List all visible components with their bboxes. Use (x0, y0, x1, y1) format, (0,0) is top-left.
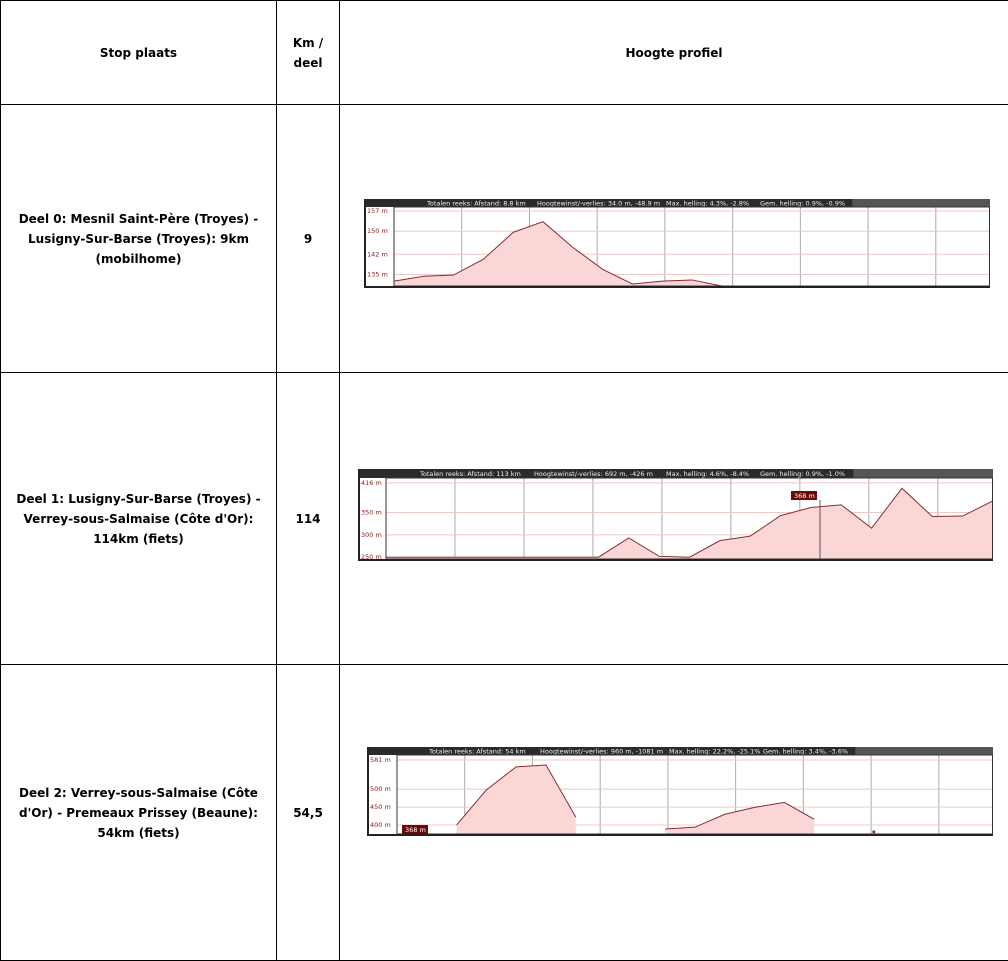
stats-text: Gem. helling: 0.9%, -0.9% (760, 200, 845, 208)
stats-text: Hoogtewinst/-verlies: 960 m, -1081 m (540, 748, 663, 756)
stats-bar (367, 747, 993, 755)
stats-text: Gem. helling: 3.4%, -3.6% (763, 748, 848, 756)
stop-cell: Deel 0: Mesnil Saint-Père (Troyes) - Lus… (0, 104, 277, 373)
stats-bar (358, 469, 993, 478)
y-tick-label: 300 m (361, 531, 382, 539)
y-tick-label: 581 m (370, 756, 391, 764)
stop-cell: Deel 1: Lusigny-Sur-Barse (Troyes) - Ver… (0, 372, 277, 665)
km-cell: 114 (276, 372, 340, 665)
elevation-profile: Totalen reeks: Afstand: 113 km Hoogtewins… (358, 469, 993, 561)
elevation-profile: Totalen reeks: Afstand: 54 km Hoogtewinst… (367, 747, 993, 836)
elevation-profile: Totalen reeks: Afstand: 8.8 km Hoogtewins… (364, 199, 990, 288)
y-tick-label: 500 m (370, 785, 391, 793)
y-tick-label: 150 m (367, 227, 388, 235)
stats-text: Hoogtewinst/-verlies: 692 m, -426 m (534, 470, 653, 478)
km-cell: 54,5 (276, 664, 340, 961)
stats-text: Hoogtewinst/-verlies: 34.0 m, -48.9 m (537, 200, 660, 208)
y-tick-label: 250 m (361, 553, 382, 561)
header-cell: Hoogte profiel (339, 0, 1008, 105)
elevation-line (456, 764, 577, 826)
elevation-area (394, 221, 722, 286)
elevation-area (456, 765, 576, 834)
y-tick-label: 350 m (361, 508, 382, 516)
stats-text: Max. helling: 4.6%, -8.4% (666, 470, 749, 478)
elevation-area (665, 802, 815, 834)
elevation-point (872, 830, 876, 834)
stats-bar-end (855, 747, 993, 755)
marker-box (402, 825, 428, 834)
header-cell: Stop plaats (0, 0, 277, 105)
stats-text: Totalen reeks: Afstand: 113 km (419, 470, 521, 478)
y-tick-label: 135 m (367, 270, 388, 278)
stats-text: Gem. helling: 0.9%, -1.0% (760, 470, 845, 478)
stats-bar-end (852, 199, 990, 207)
elevation-line (665, 801, 815, 830)
header-row: Stop plaats Km / deel Hoogte profiel (0, 0, 1008, 105)
marker-label: 368 m (794, 492, 815, 500)
stop-cell: Deel 2: Verrey-sous-Salmaise (Côte d'Or)… (0, 664, 277, 961)
stats-bar-end (853, 469, 993, 478)
y-tick-label: 142 m (367, 250, 388, 258)
elevation-line (386, 487, 993, 558)
y-tick-label: 157 m (367, 207, 388, 215)
marker-box (791, 491, 817, 500)
elevation-area (386, 488, 993, 559)
elevation-line (393, 221, 722, 287)
stats-text: Max. helling: 22.2%, -25.1% (669, 748, 760, 756)
y-tick-label: 400 m (370, 821, 391, 829)
km-cell: 9 (276, 104, 340, 373)
y-tick-label: 416 m (361, 479, 382, 487)
header-cell: Km / deel (276, 0, 340, 105)
marker-label: 368 m (405, 826, 426, 834)
stats-text: Totalen reeks: Afstand: 54 km (428, 748, 526, 756)
y-tick-label: 450 m (370, 803, 391, 811)
stats-text: Max. helling: 4.3%, -2.8% (666, 200, 749, 208)
stats-text: Totalen reeks: Afstand: 8.8 km (426, 200, 526, 208)
stats-bar (364, 199, 990, 207)
